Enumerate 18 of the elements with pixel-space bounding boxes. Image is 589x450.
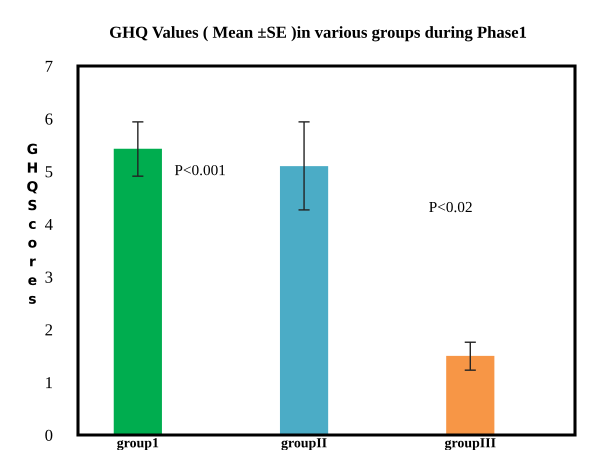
y-tick-label: 1 <box>46 377 52 388</box>
y-tick-label: 7 <box>46 60 53 72</box>
annotation: P<0.001 <box>174 164 225 176</box>
x-tick-label: groupII <box>281 438 327 450</box>
y-tick-label: 0 <box>45 430 52 441</box>
bar <box>114 148 162 435</box>
bar <box>446 356 494 435</box>
bar <box>280 166 328 435</box>
y-tick-label: 2 <box>45 324 52 336</box>
chart-title: GHQ Values ( Mean ±SE )in various groups during Phase1 <box>110 26 526 42</box>
annotation: P<0.02 <box>429 202 472 212</box>
x-tick-label: groupIII <box>444 438 496 450</box>
y-tick-label: 4 <box>44 218 53 230</box>
y-tick-label: 5 <box>46 166 52 178</box>
text: GHQ Scores <box>27 144 38 304</box>
x-tick-label: group1 <box>117 438 158 450</box>
y-tick-label: 6 <box>45 113 53 125</box>
y-tick-label: 3 <box>45 272 52 283</box>
